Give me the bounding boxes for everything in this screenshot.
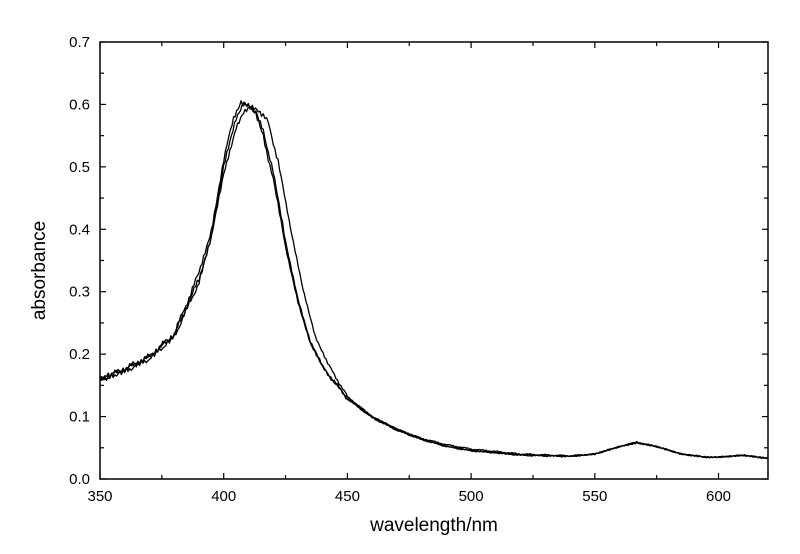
series-line bbox=[99, 104, 769, 460]
y-tick-label: 0.7 bbox=[69, 34, 90, 51]
y-tick-label: 0.2 bbox=[69, 346, 90, 363]
y-axis-title: absorbance bbox=[29, 221, 50, 320]
x-tick-label: 500 bbox=[459, 488, 484, 505]
x-tick-label: 550 bbox=[582, 488, 607, 505]
y-tick-label: 0.6 bbox=[69, 96, 90, 113]
x-axis-title: wavelength/nm bbox=[369, 515, 498, 536]
plot-lines bbox=[99, 100, 769, 460]
x-axis-ticks: 350 400 450 500 550 600 bbox=[87, 42, 731, 505]
x-tick-label: 450 bbox=[335, 488, 360, 505]
plot-frame bbox=[99, 41, 769, 480]
y-tick-label: 0.1 bbox=[69, 409, 90, 426]
y-axis-ticks: 0.0 0.1 0.2 0.3 0.4 0.5 0.6 0.7 bbox=[69, 34, 768, 488]
x-tick-label: 350 bbox=[87, 488, 112, 505]
x-tick-label: 600 bbox=[706, 488, 731, 505]
y-tick-label: 0.3 bbox=[69, 284, 90, 301]
x-tick-label: 400 bbox=[211, 488, 236, 505]
y-tick-label: 0.0 bbox=[69, 471, 90, 488]
y-tick-label: 0.5 bbox=[69, 159, 90, 176]
series-line bbox=[99, 100, 769, 460]
y-tick-label: 0.4 bbox=[69, 221, 90, 238]
